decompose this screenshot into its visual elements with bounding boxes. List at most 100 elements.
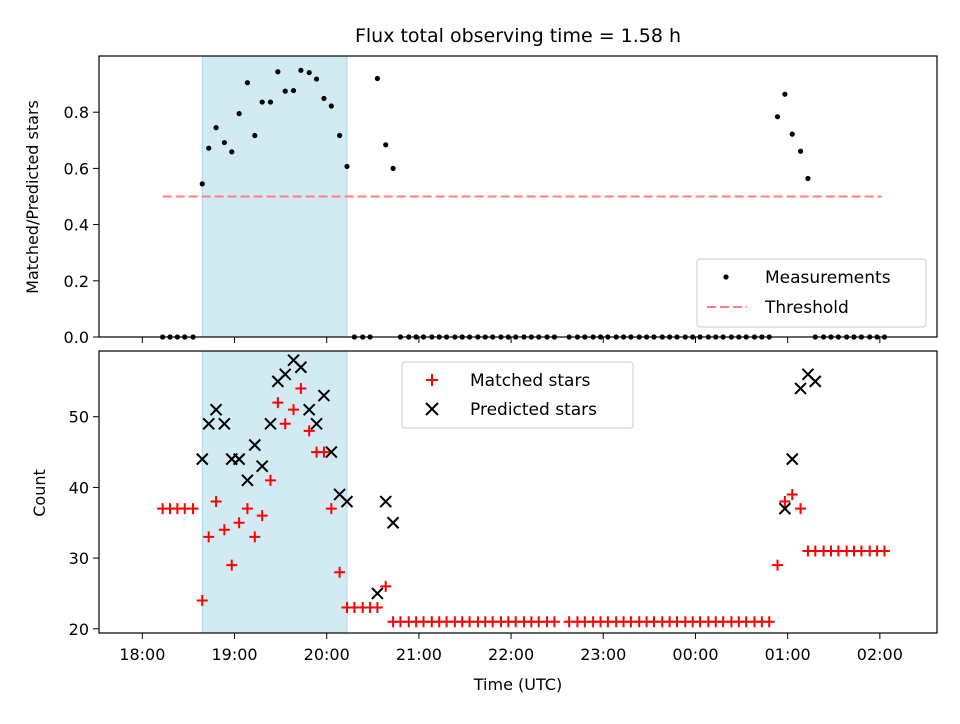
predicted-star-point (241, 474, 254, 487)
bottom-y-tick-label: 40 (69, 478, 89, 497)
matched-star-point (380, 580, 392, 592)
measurement-point (328, 103, 334, 109)
bottom-legend-box (401, 361, 634, 429)
bottom-x-label: Time (UTC) (473, 675, 562, 694)
bottom-legend: Matched stars Predicted stars (401, 361, 634, 429)
measurement-point (805, 175, 811, 182)
measurement-point (206, 145, 212, 151)
matched-star-point (763, 616, 775, 628)
bottom-x-axis: 18:00 19:00 20:00 21:00 22:00 23:00 00:00 01:00… (119, 633, 903, 664)
matched-star-point (325, 503, 337, 515)
chart-title: Flux total observing time = 1.58 h (355, 25, 681, 47)
count-panel: 20 30 40 50 18:00 19:00 20:00 21:00 22:00 23:00 0… (30, 350, 938, 694)
top-legend: Measurements Threshold (696, 258, 927, 328)
legend-measurements-label: Measurements (765, 268, 891, 288)
legend-threshold-label: Threshold (764, 298, 849, 318)
measurement-point (221, 139, 227, 146)
bottom-x-tick-label: 22:00 (488, 645, 534, 664)
bottom-plot-frame (98, 350, 938, 634)
measurement-point (789, 131, 795, 137)
bottom-x-tick-label: 00:00 (672, 645, 718, 664)
top-y-tick-label: 0.8 (64, 103, 89, 122)
measurement-point (199, 181, 205, 187)
predicted-star-point (310, 417, 323, 431)
predicted-star-point (317, 389, 331, 402)
legend-measurements-marker (723, 274, 729, 280)
top-y-tick-label: 0.2 (64, 272, 89, 291)
bottom-y-tick-label: 50 (69, 408, 89, 427)
measurement-point (374, 75, 381, 82)
predicted-star-point (294, 361, 308, 374)
ratio-panel: 0.00.20.40.60.8 Matched/Predicted stars … (23, 55, 938, 347)
measurement-point (244, 80, 251, 86)
matched-star-point (226, 559, 238, 571)
predicted-star-point (302, 403, 316, 416)
measurement-point (313, 76, 320, 82)
matched-star-point (249, 531, 261, 543)
bottom-x-tick-label: 02:00 (857, 645, 903, 664)
matched-star-point (272, 397, 284, 409)
top-x-ticks (141, 337, 881, 343)
legend-predicted-label: Predicted stars (470, 400, 597, 420)
matched-star-point (772, 559, 784, 571)
top-legend-box (696, 258, 927, 328)
matched-star-point (303, 425, 315, 437)
measurement-point (337, 132, 343, 139)
matched-star-point (187, 503, 199, 515)
predicted-star-point (255, 459, 269, 473)
matched-star-point (279, 418, 291, 430)
measurement-point (383, 142, 389, 148)
predicted-star-point (279, 368, 292, 381)
measurement-point (213, 125, 219, 131)
bottom-y-axis: 20 30 40 50 (69, 408, 99, 639)
bottom-y-label: Count (30, 469, 49, 517)
predicted-star-point (794, 382, 807, 395)
matched-star-point (218, 524, 230, 536)
bottom-x-tick-label: 01:00 (765, 645, 811, 664)
bottom-x-tick-label: 23:00 (580, 645, 626, 664)
measurement-point (797, 148, 804, 154)
matched-star-point (318, 446, 330, 458)
measurement-point (275, 69, 281, 75)
matched-star-point (548, 616, 560, 628)
measurement-point (306, 69, 312, 76)
predicted-star-point (218, 417, 231, 431)
predicted-star-point (264, 417, 277, 431)
bottom-y-tick-label: 20 (69, 620, 89, 639)
predicted-star-point (340, 495, 354, 508)
matched-star-point (786, 488, 798, 500)
matched-star-point (371, 602, 383, 614)
bottom-x-tick-label: 20:00 (304, 645, 350, 664)
measurement-point (282, 88, 288, 94)
legend-matched-label: Matched stars (470, 371, 590, 391)
matched-star-point (196, 594, 208, 606)
measurement-point (390, 165, 396, 171)
matched-star-point (295, 382, 307, 394)
matched-star-point (334, 566, 346, 578)
measurement-point (321, 95, 327, 102)
matched-star-point (288, 404, 300, 416)
predicted-star-point (196, 452, 209, 466)
matched-star-point (256, 510, 268, 522)
bottom-y-tick-label: 30 (69, 549, 89, 568)
matched-star-point (795, 503, 807, 515)
measurement-point (290, 87, 297, 94)
measurement-point (236, 111, 242, 117)
measurement-point (267, 99, 274, 105)
measurement-point (259, 99, 265, 105)
matched-star-point (878, 545, 890, 557)
legend-predicted-marker (425, 402, 439, 416)
measurement-point (782, 91, 788, 97)
matched-star-point (203, 531, 215, 543)
measurement-point (298, 67, 304, 73)
bottom-marks (157, 353, 890, 628)
measurement-point (229, 149, 235, 155)
matched-star-point (264, 474, 276, 486)
matched-star-point (210, 496, 222, 508)
top-y-tick-label: 0.6 (64, 159, 89, 178)
bottom-x-tick-label: 18:00 (119, 645, 165, 664)
predicted-star-point (202, 417, 215, 431)
predicted-star-point (778, 502, 792, 515)
measurement-point (252, 132, 258, 139)
